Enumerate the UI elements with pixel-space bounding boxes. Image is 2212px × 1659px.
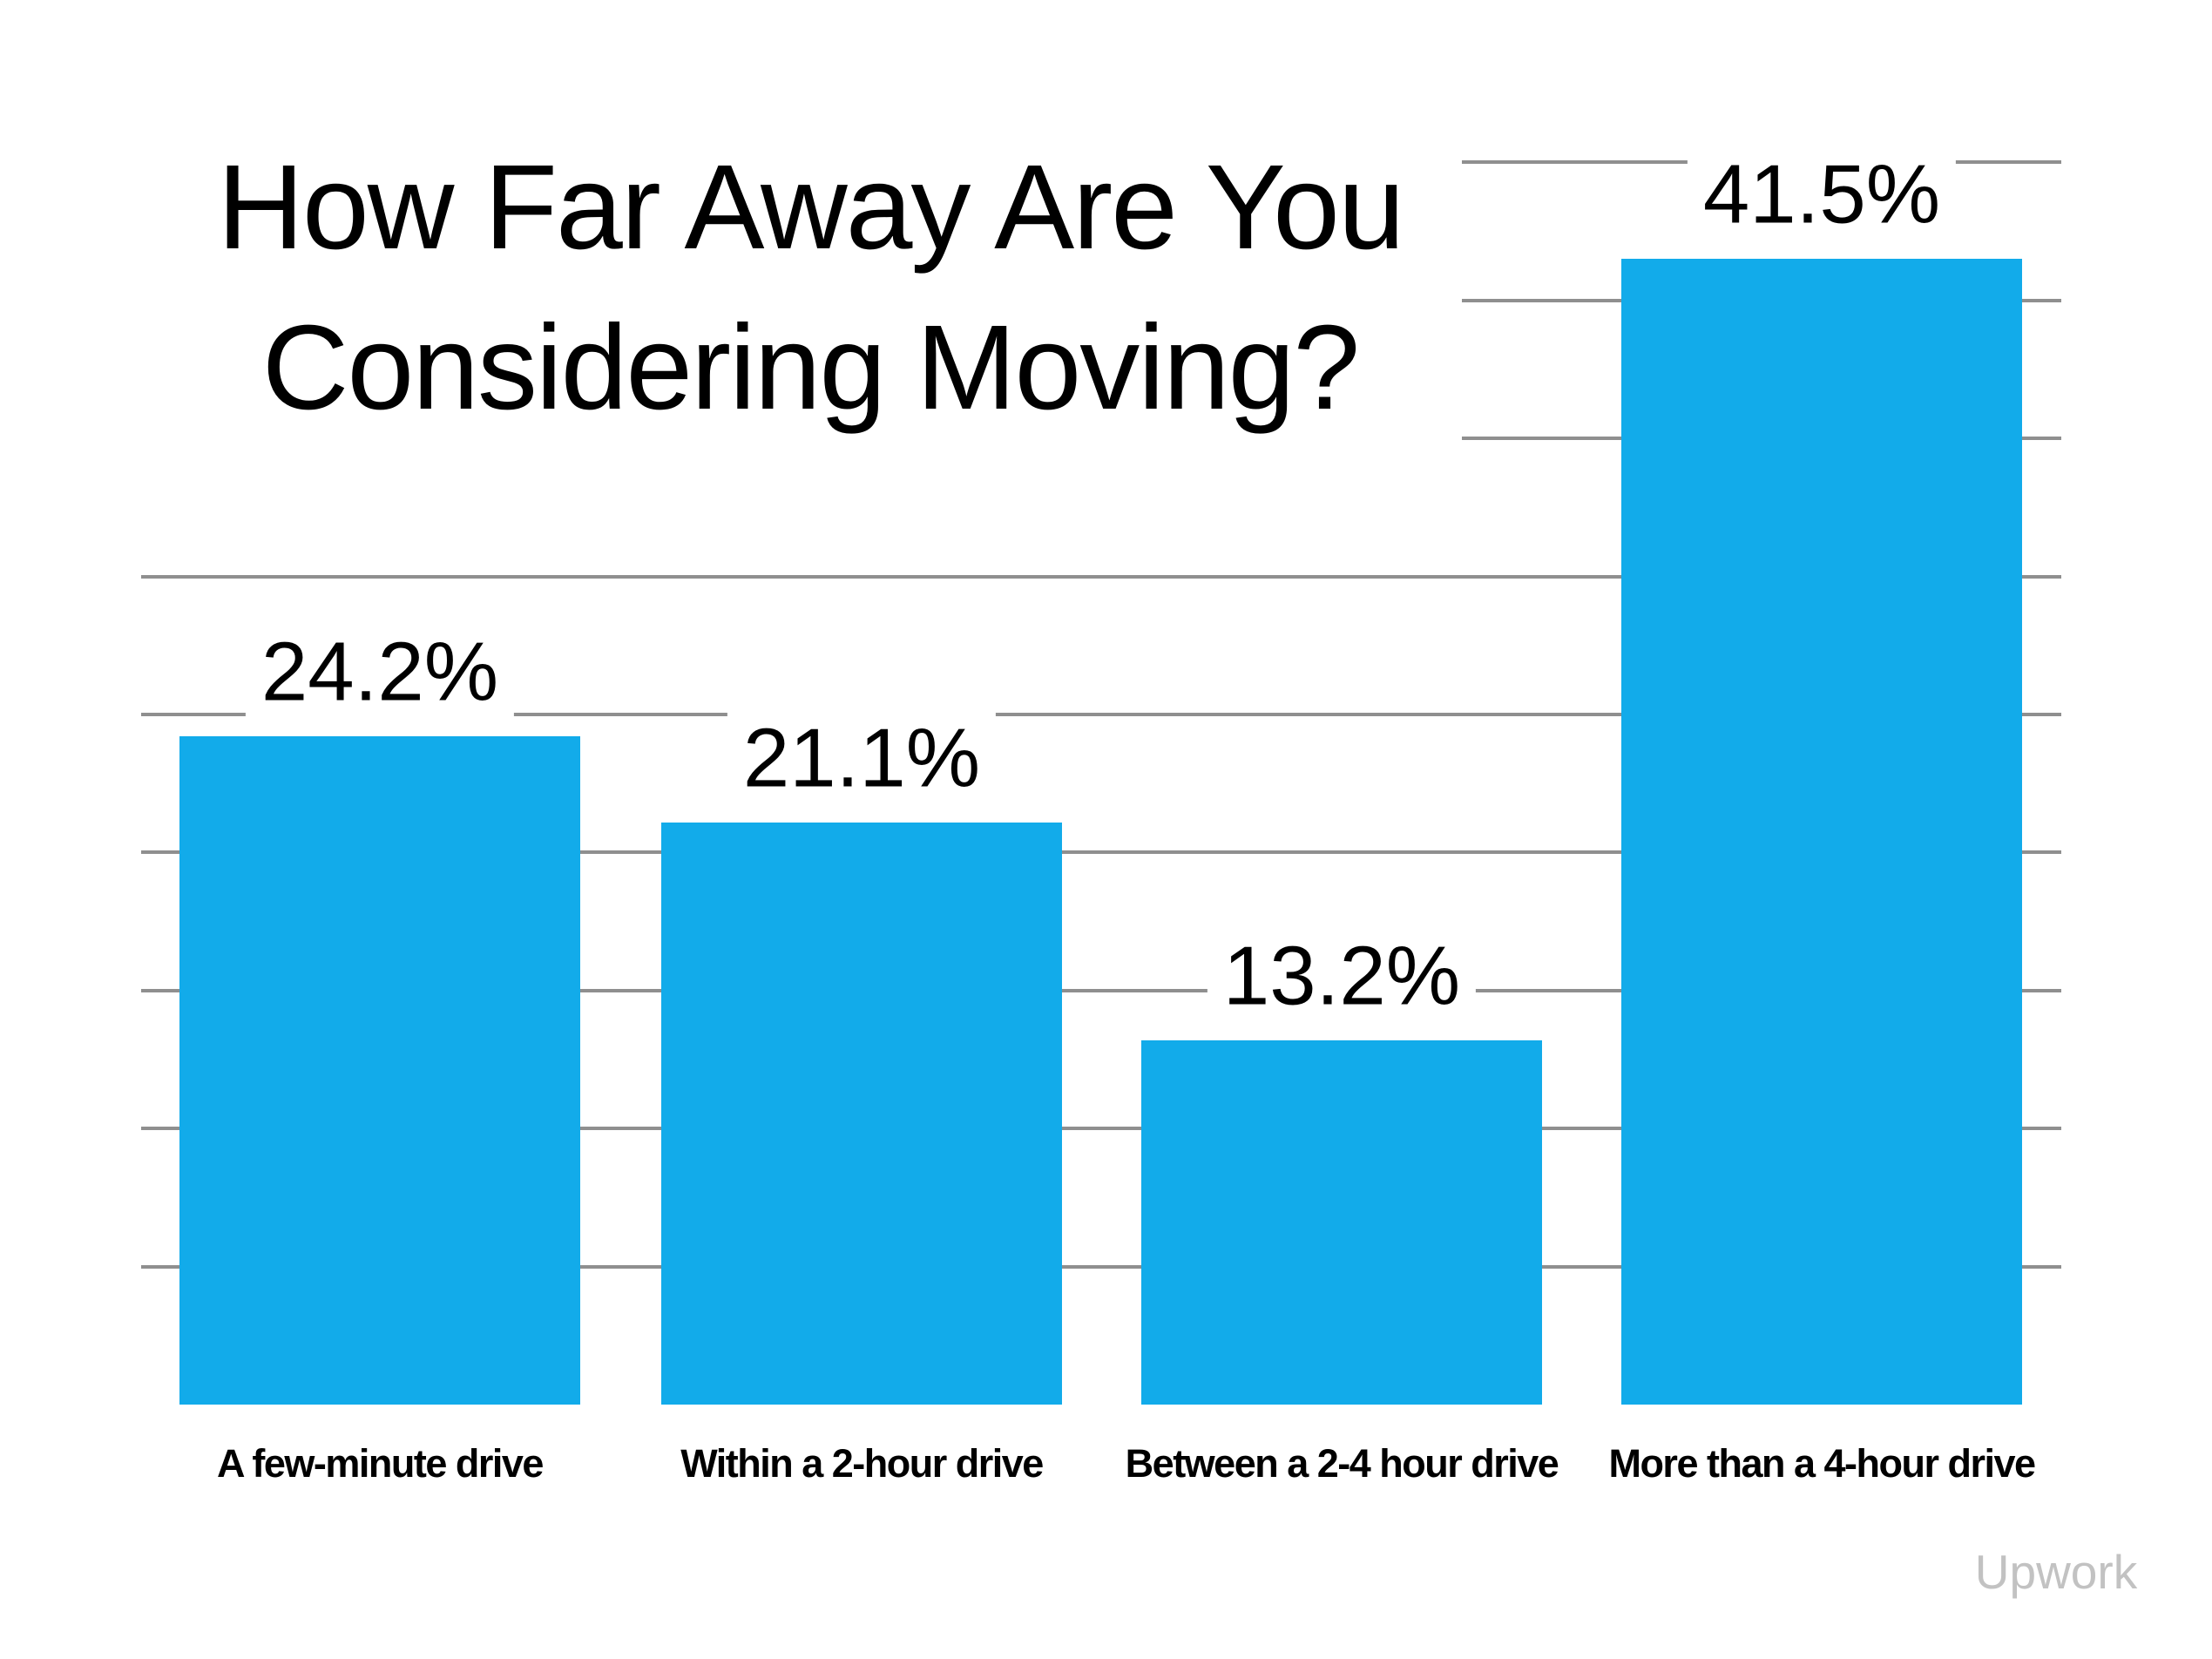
gridline — [141, 1127, 2061, 1131]
chart-title-line-2: Considering Moving? — [261, 301, 1360, 435]
value-label-a-few-minute-drive: 24.2% — [245, 613, 515, 731]
watermark: Upwork — [1974, 1545, 2138, 1599]
gridline — [141, 850, 2061, 855]
chart-title: How Far Away Are You Considering Moving? — [141, 127, 1479, 448]
gridline — [141, 988, 2061, 992]
gridline — [141, 574, 2061, 579]
category-label-within-a-2-hour-drive: Within a 2-hour drive — [680, 1441, 1044, 1486]
chart-title-line-1: How Far Away Are You — [217, 140, 1404, 274]
bar-more-than-a-4-hour-drive — [1621, 259, 2022, 1405]
bar-a-few-minute-drive — [179, 736, 580, 1405]
gridline — [141, 713, 2061, 716]
value-label-within-a-2-hour-drive: 21.1% — [727, 698, 997, 817]
gridline — [141, 1264, 2061, 1269]
category-label-between-a-2-4-hour-drive: Between a 2-4 hour drive — [1125, 1441, 1559, 1486]
value-label-between-a-2-4-hour-drive: 13.2% — [1207, 917, 1477, 1035]
category-label-a-few-minute-drive: A few-minute drive — [217, 1441, 544, 1486]
category-label-more-than-a-4-hour-drive: More than a 4-hour drive — [1608, 1441, 2036, 1486]
bar-within-a-2-hour-drive — [661, 822, 1062, 1405]
bar-between-a-2-4-hour-drive — [1141, 1039, 1542, 1405]
title-background: How Far Away Are You Considering Moving? — [0, 0, 1462, 523]
value-label-more-than-a-4-hour-drive: 41.5% — [1687, 135, 1957, 254]
